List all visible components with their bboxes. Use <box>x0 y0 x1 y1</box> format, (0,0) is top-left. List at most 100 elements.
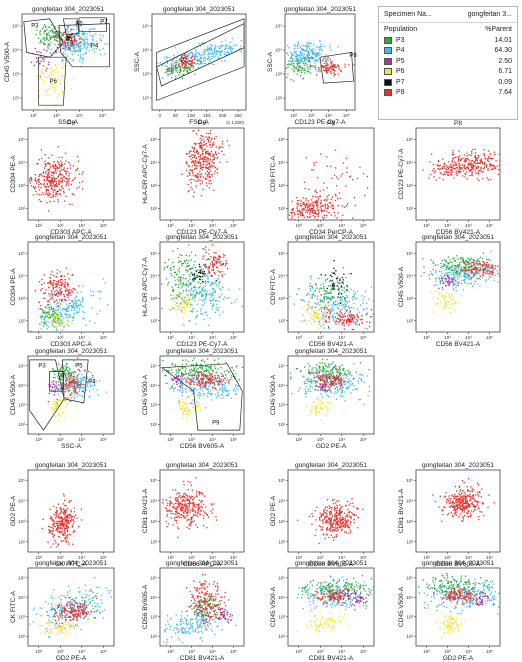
event-dot-p4 <box>317 47 319 49</box>
event-dot-p8 <box>187 191 189 193</box>
event-dot-p8 <box>47 169 49 171</box>
event-dot-p7 <box>331 275 333 278</box>
event-dot-p6 <box>58 315 60 317</box>
event-dot-p4 <box>204 312 206 314</box>
event-dot-p4 <box>200 54 202 56</box>
event-dot-p8 <box>77 46 80 48</box>
event-dot-p4 <box>62 60 64 62</box>
scatter-points <box>30 267 109 333</box>
event-dot-p8 <box>469 267 471 269</box>
event-dot-p4 <box>310 297 312 299</box>
event-dot-p4 <box>452 285 454 287</box>
event-dot-p3 <box>297 69 300 71</box>
event-dot-p4 <box>354 298 356 300</box>
event-dot-p8 <box>210 165 212 167</box>
event-dot-p3 <box>57 314 59 316</box>
event-dot-p6 <box>316 316 318 318</box>
event-dot-p3 <box>180 62 183 64</box>
event-dot-p6 <box>193 310 195 312</box>
event-dot-p8 <box>437 161 439 163</box>
event-dot-p8 <box>185 64 187 66</box>
event-dot-p8 <box>74 177 76 179</box>
event-dot-p4 <box>302 299 304 301</box>
event-dot-p4 <box>314 67 317 69</box>
event-dot-p6 <box>453 303 455 305</box>
event-dot-p8 <box>491 267 493 269</box>
event-dot-p4 <box>69 292 71 294</box>
event-dot-p3 <box>469 266 471 268</box>
event-dot-p8 <box>187 61 189 63</box>
event-dot-p8 <box>70 183 72 186</box>
event-dot-p6 <box>315 313 317 316</box>
event-dot-p3 <box>454 268 456 270</box>
event-dot-p4 <box>72 53 74 56</box>
event-dot-p3 <box>329 285 331 287</box>
event-dot-p4 <box>317 317 319 319</box>
event-dot-p8 <box>225 262 227 264</box>
event-dot-p4 <box>178 60 180 62</box>
event-dot-p8 <box>38 184 40 186</box>
event-dot-p4 <box>477 264 479 266</box>
event-dot-p3 <box>322 283 324 285</box>
event-dot-p3 <box>172 261 174 264</box>
event-dot-p4 <box>61 60 63 63</box>
event-dot-p3 <box>167 68 169 70</box>
event-dot-p4 <box>56 322 58 324</box>
event-dot-p3 <box>176 67 178 69</box>
event-dot-p6 <box>169 308 171 311</box>
event-dot-p6 <box>312 308 314 310</box>
event-dot-p4 <box>77 363 79 365</box>
event-dot-p4 <box>338 292 340 294</box>
event-dot-p6 <box>174 303 176 306</box>
event-dot-p4 <box>337 46 339 48</box>
event-dot-p4 <box>211 293 213 295</box>
event-dot-p4 <box>317 52 319 54</box>
event-dot-p5 <box>45 70 47 72</box>
event-dot-p8 <box>68 177 70 180</box>
event-dot-p4 <box>366 312 368 314</box>
event-dot-p8 <box>306 202 308 204</box>
event-dot-p4 <box>350 288 352 290</box>
event-dot-p4 <box>209 52 212 54</box>
event-dot-p3 <box>191 294 193 296</box>
event-dot-p5 <box>444 275 446 277</box>
event-dot-p5 <box>449 281 451 283</box>
event-dot-p8 <box>55 169 57 171</box>
event-dot-p4 <box>306 47 308 49</box>
event-dot-p4 <box>177 64 180 66</box>
event-dot-p8 <box>476 166 478 168</box>
event-dot-p7 <box>199 276 202 278</box>
event-dot-p8 <box>201 150 204 152</box>
event-dot-p4 <box>71 307 73 309</box>
event-dot-p4 <box>497 281 499 283</box>
event-dot-p3 <box>194 267 196 269</box>
event-dot-p4 <box>194 285 196 287</box>
event-dot-p4 <box>72 42 74 45</box>
event-dot-p4 <box>204 302 206 304</box>
event-dot-p8 <box>63 200 66 202</box>
event-dot-p5 <box>444 285 447 287</box>
event-dot-p4 <box>458 268 460 270</box>
event-dot-p8 <box>201 182 203 184</box>
event-dot-p4 <box>308 301 310 303</box>
event-dot-p4 <box>196 291 198 293</box>
event-dot-p8 <box>48 175 50 178</box>
event-dot-p4 <box>287 44 289 47</box>
event-dot-p3 <box>184 260 186 262</box>
event-dot-p8 <box>45 193 47 195</box>
event-dot-p3 <box>47 44 49 46</box>
event-dot-p3 <box>197 275 199 277</box>
event-dot-p4 <box>90 42 92 45</box>
event-dot-p4 <box>79 60 81 62</box>
event-dot-p4 <box>71 309 73 311</box>
event-dot-p8 <box>79 37 81 39</box>
event-dot-p8 <box>315 200 317 202</box>
event-dot-p8 <box>321 211 323 213</box>
event-dot-p8 <box>332 205 335 207</box>
event-dot-p3 <box>308 60 310 62</box>
event-dot-p4 <box>61 321 64 323</box>
event-dot-p8 <box>202 164 205 166</box>
event-dot-p8 <box>52 164 54 166</box>
event-dot-p8 <box>199 162 201 164</box>
event-dot-p8 <box>76 187 78 189</box>
